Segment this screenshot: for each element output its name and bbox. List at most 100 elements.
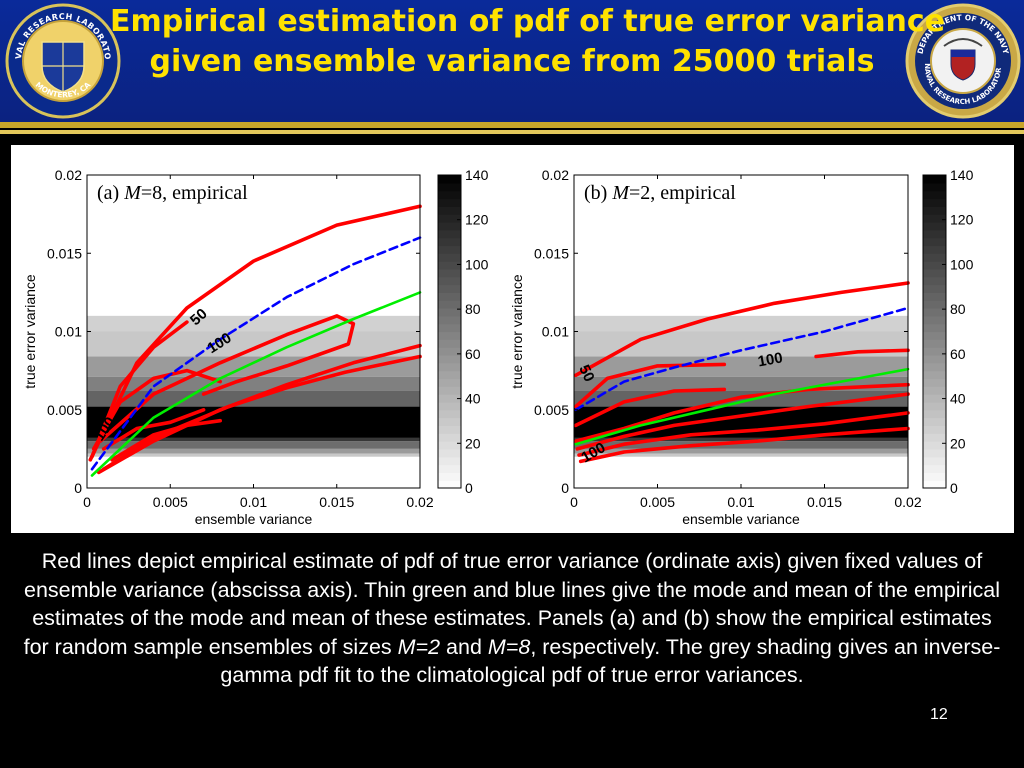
panel-a-colorbar-step-36: [438, 198, 461, 207]
caption-text-2: , respectively. The grey shading gives a…: [220, 634, 1001, 688]
panel-a-title-label: (a): [97, 182, 124, 204]
caption-text-and: and: [440, 634, 488, 659]
panel-b-shading-band-8: [574, 448, 908, 454]
panel-b-x-axis-label: ensemble variance: [682, 511, 800, 527]
panel-b-colorbar-step-4: [923, 448, 946, 458]
panel-a-colorbar-step-37: [438, 190, 461, 200]
panel-b-colorbar-step-32: [923, 229, 946, 239]
panel-a-colorbar-step-38: [438, 182, 461, 192]
header-gold-stripe-thin: [0, 130, 1024, 134]
panel-a-title-m-value: =8, empirical: [141, 182, 248, 204]
panel-b-colorbar-step-19: [923, 331, 946, 340]
panel-a-series-mode: [90, 291, 422, 477]
panel-b-colorbar-step-12: [923, 386, 946, 395]
header-gold-stripe: [0, 122, 1024, 128]
panel-a-colorbar-step-17: [438, 347, 461, 356]
panel-a-colorbar-tick-label-7: 140: [465, 167, 489, 183]
slide-title-line-2: given ensemble variance from 25000 trial…: [149, 44, 875, 79]
panel-a-shading-band-9: [87, 453, 420, 457]
panel-a-colorbar-step-33: [438, 221, 461, 231]
panel-b-colorbar-step-35: [923, 206, 946, 215]
panel-b-shading-band-0: [574, 315, 908, 332]
panel-a-colorbar-tick-label-1: 20: [465, 435, 481, 451]
panel-b-series-contour-top: [573, 281, 910, 378]
panel-a-y-tick-label-0: 0: [74, 480, 82, 496]
panel-a-colorbar-step-5: [438, 441, 461, 450]
panel-b-colorbar-step-23: [923, 300, 946, 309]
figure-panel: 50 100 100 0 0.005 0.01 0.015 0.02 0 0.005 0.01 0.0…: [11, 145, 1014, 533]
panel-b-title-label: (b): [584, 182, 612, 204]
panel-a-colorbar-tick-label-3: 60: [465, 346, 481, 362]
panel-a-colorbar-step-27: [438, 268, 461, 278]
panel-a-colorbar-step-26: [438, 276, 461, 286]
panel-b-colorbar-tick-label-7: 140: [950, 167, 974, 183]
panel-a-series-contour-short-a: [101, 408, 206, 451]
panel-a-colorbar-tick-label-0: 0: [465, 480, 473, 496]
panel-a-colorbar-step-19: [438, 331, 461, 340]
panel-b-colorbar-tick-label-0: 0: [950, 480, 958, 496]
panel-b-colorbar-step-8: [923, 417, 946, 426]
panel-a-colorbar-step-3: [438, 456, 461, 466]
panel-a-x-tick-label-3: 0.015: [319, 494, 354, 510]
panel-a-colorbar-step-24: [438, 292, 461, 301]
panel-a-colorbar-step-21: [438, 315, 461, 325]
panel-b-colorbar-step-7: [923, 425, 946, 434]
panel-a-colorbar-step-15: [438, 362, 461, 372]
panel-a-colorbar-tick-label-4: 80: [465, 301, 481, 317]
panel-b-colorbar: 0 20 40 60 80 100 120 140: [922, 167, 974, 496]
panel-b-series-contour-100-right: [814, 348, 910, 359]
panel-b-series-contour-mid: [573, 387, 727, 428]
panel-b-colorbar-step-39: [923, 175, 946, 184]
panel-b-colorbar-step-15: [923, 362, 946, 372]
panel-b-colorbar-step-20: [923, 323, 946, 333]
panel-b-colorbar-step-16: [923, 354, 946, 364]
panel-b-y-tick-label-2: 0.01: [542, 324, 569, 340]
panel-a-shading-band-8: [87, 448, 420, 454]
panel-b-colorbar-step-5: [923, 441, 946, 450]
panel-b-colorbar-step-17: [923, 347, 946, 356]
panel-a-colorbar-tick-label-6: 120: [465, 212, 489, 228]
panel-a-title-m-symbol: M: [123, 182, 142, 204]
panel-a-colorbar-tick-label-2: 40: [465, 391, 481, 407]
panel-a-series-mean: [90, 236, 422, 471]
panel-b-colorbar-step-9: [923, 409, 946, 419]
panel-a-colorbar-tick-label-5: 100: [465, 256, 489, 272]
panel-b-colorbar-step-6: [923, 433, 946, 442]
panel-a-colorbar-step-13: [438, 378, 461, 387]
panel-b-colorbar-step-33: [923, 221, 946, 231]
panel-b-series-mean: [574, 306, 910, 412]
panel-b-colorbar-tick-label-3: 60: [950, 346, 966, 362]
panel-b-contour-label-1: 100: [756, 349, 784, 370]
panel-a-colorbar-step-18: [438, 339, 461, 348]
panel-b-y-tick-label-3: 0.015: [534, 245, 569, 261]
panel-b-colorbar-step-21: [923, 315, 946, 325]
page-number: 12: [930, 706, 948, 723]
panel-a-shading-band-6: [87, 437, 420, 442]
panel-a-y-tick-label-2: 0.01: [55, 324, 82, 340]
panel-b-colorbar-step-38: [923, 182, 946, 192]
slide-header: [0, 0, 1024, 122]
panel-a-colorbar-step-0: [438, 480, 461, 489]
panel-a-series: [88, 204, 422, 477]
panel-b-shading-band-7: [574, 441, 908, 449]
panel-a-colorbar-step-29: [438, 253, 461, 262]
panel-b-x-tick-label-4: 0.02: [894, 494, 921, 510]
panel-a-colorbar-step-4: [438, 448, 461, 458]
panel-a-colorbar-step-35: [438, 206, 461, 215]
panel-b-title-m-value: =2, empirical: [629, 182, 736, 204]
panel-a-shading-band-7: [87, 441, 420, 449]
panel-b-title-m-symbol: M: [611, 182, 630, 204]
panel-a-colorbar-step-8: [438, 417, 461, 426]
panel-b-colorbar-step-29: [923, 253, 946, 262]
panel-b-colorbar-step-25: [923, 284, 946, 293]
panel-a-colorbar: 0 20 40 60 80 100 120 140: [437, 167, 489, 496]
panel-a-colorbar-step-12: [438, 386, 461, 395]
panel-b-colorbar-tick-label-5: 100: [950, 256, 974, 272]
panel-a-colorbar-step-6: [438, 433, 461, 442]
panel-b-colorbar-tick-label-6: 120: [950, 212, 974, 228]
panel-b-series-contour-bottom: [578, 426, 910, 464]
panel-b-colorbar-step-3: [923, 456, 946, 466]
panel-b-colorbar-step-30: [923, 245, 946, 254]
panel-b-colorbar-tick-label-1: 20: [950, 435, 966, 451]
nrl-monterey-seal-icon: NAVAL RESEARCH LABORATORY MONTEREY, CA: [4, 2, 121, 119]
